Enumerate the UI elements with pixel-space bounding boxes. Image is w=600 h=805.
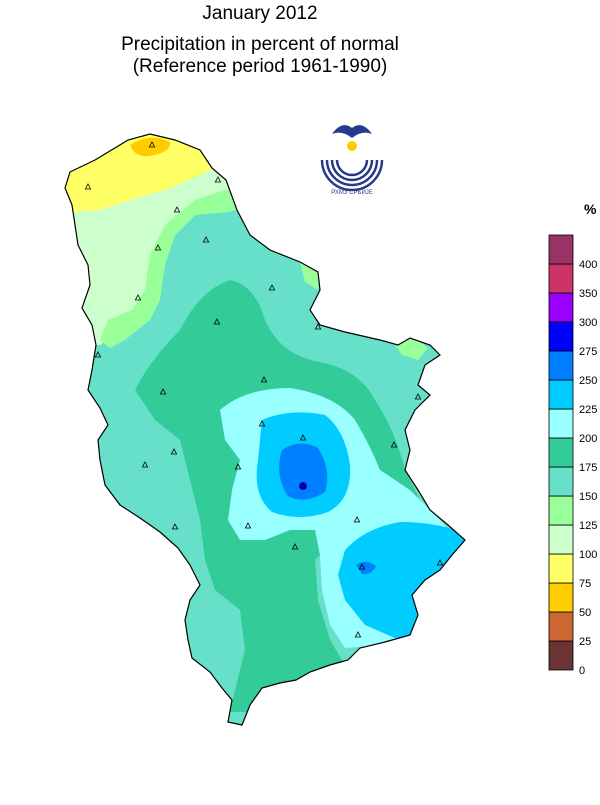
legend-swatch-350 (548, 263, 574, 294)
legend-label-200: 200 (579, 433, 597, 445)
map-title: January 2012 (202, 3, 318, 24)
station-marker (354, 631, 362, 638)
station-marker (436, 559, 444, 566)
legend-swatch-200 (548, 408, 574, 439)
legend-label-400: 400 (579, 259, 597, 271)
legend-label-175: 175 (579, 462, 597, 474)
legend-swatch-225 (548, 379, 574, 410)
station-marker (134, 294, 142, 301)
zone-250-se (356, 561, 376, 575)
legend-label-250: 250 (579, 375, 597, 387)
station-marker (358, 563, 366, 570)
legend-swatch-250 (548, 350, 574, 381)
legend-label-50: 50 (579, 607, 591, 619)
legend-swatch-25 (548, 611, 574, 642)
legend-swatch-300 (548, 292, 574, 323)
zone-250 (279, 443, 328, 500)
station-marker (353, 516, 361, 523)
station-marker (414, 393, 422, 400)
zone-175-island (281, 542, 305, 572)
legend-swatch-175 (548, 437, 574, 468)
legend-swatch-0 (548, 640, 574, 671)
station-marker (314, 323, 322, 330)
station-marker (213, 318, 221, 325)
legend-swatch-400 (548, 234, 574, 265)
legend-swatch-50 (548, 582, 574, 613)
legend-label-25: 25 (579, 636, 591, 648)
legend-label-0: 0 (579, 665, 585, 677)
station-marker (299, 482, 307, 489)
legend-swatch-125 (548, 495, 574, 526)
legend-label-300: 300 (579, 317, 597, 329)
station-marker (159, 388, 167, 395)
legend-swatch-275 (548, 321, 574, 352)
station-marker (299, 434, 307, 441)
legend-swatch-150 (548, 466, 574, 497)
logo-text: РХМЗ СРБИЈЕ (331, 190, 373, 196)
station-marker (258, 420, 266, 427)
station-marker (154, 244, 162, 251)
zone-225-se (338, 522, 465, 640)
reference-period: (Reference period 1961-1990) (132, 56, 388, 77)
station-marker (84, 183, 92, 190)
legend-swatch-100 (548, 524, 574, 555)
station-marker (170, 448, 178, 455)
station-marker (171, 523, 179, 530)
country-border (64, 133, 466, 726)
legend-label-150: 150 (579, 491, 597, 503)
legend-label-100: 100 (579, 549, 597, 561)
legend-label-125: 125 (579, 520, 597, 532)
legend-label-225: 225 (579, 404, 597, 416)
legend-label-275: 275 (579, 346, 597, 358)
station-marker (173, 206, 181, 213)
map-subtitle: Precipitation in percent of normal (121, 34, 399, 55)
legend-label-75: 75 (579, 578, 591, 590)
station-marker (214, 176, 222, 183)
station-marker (291, 543, 299, 550)
station-marker (234, 463, 242, 470)
station-marker (268, 284, 276, 291)
station-marker (244, 522, 252, 529)
station-marker (141, 461, 149, 468)
station-marker (390, 441, 398, 448)
station-marker (94, 351, 102, 358)
legend-swatch-75 (548, 553, 574, 584)
station-marker (260, 376, 268, 383)
station-marker (148, 141, 156, 148)
weather-stations (84, 141, 444, 638)
legend-unit: % (584, 201, 597, 217)
legend-label-350: 350 (579, 288, 597, 300)
station-marker (202, 236, 210, 243)
rhmz-logo: РХМЗ СРБИЈЕ (320, 125, 384, 196)
zone-125 (100, 185, 255, 348)
